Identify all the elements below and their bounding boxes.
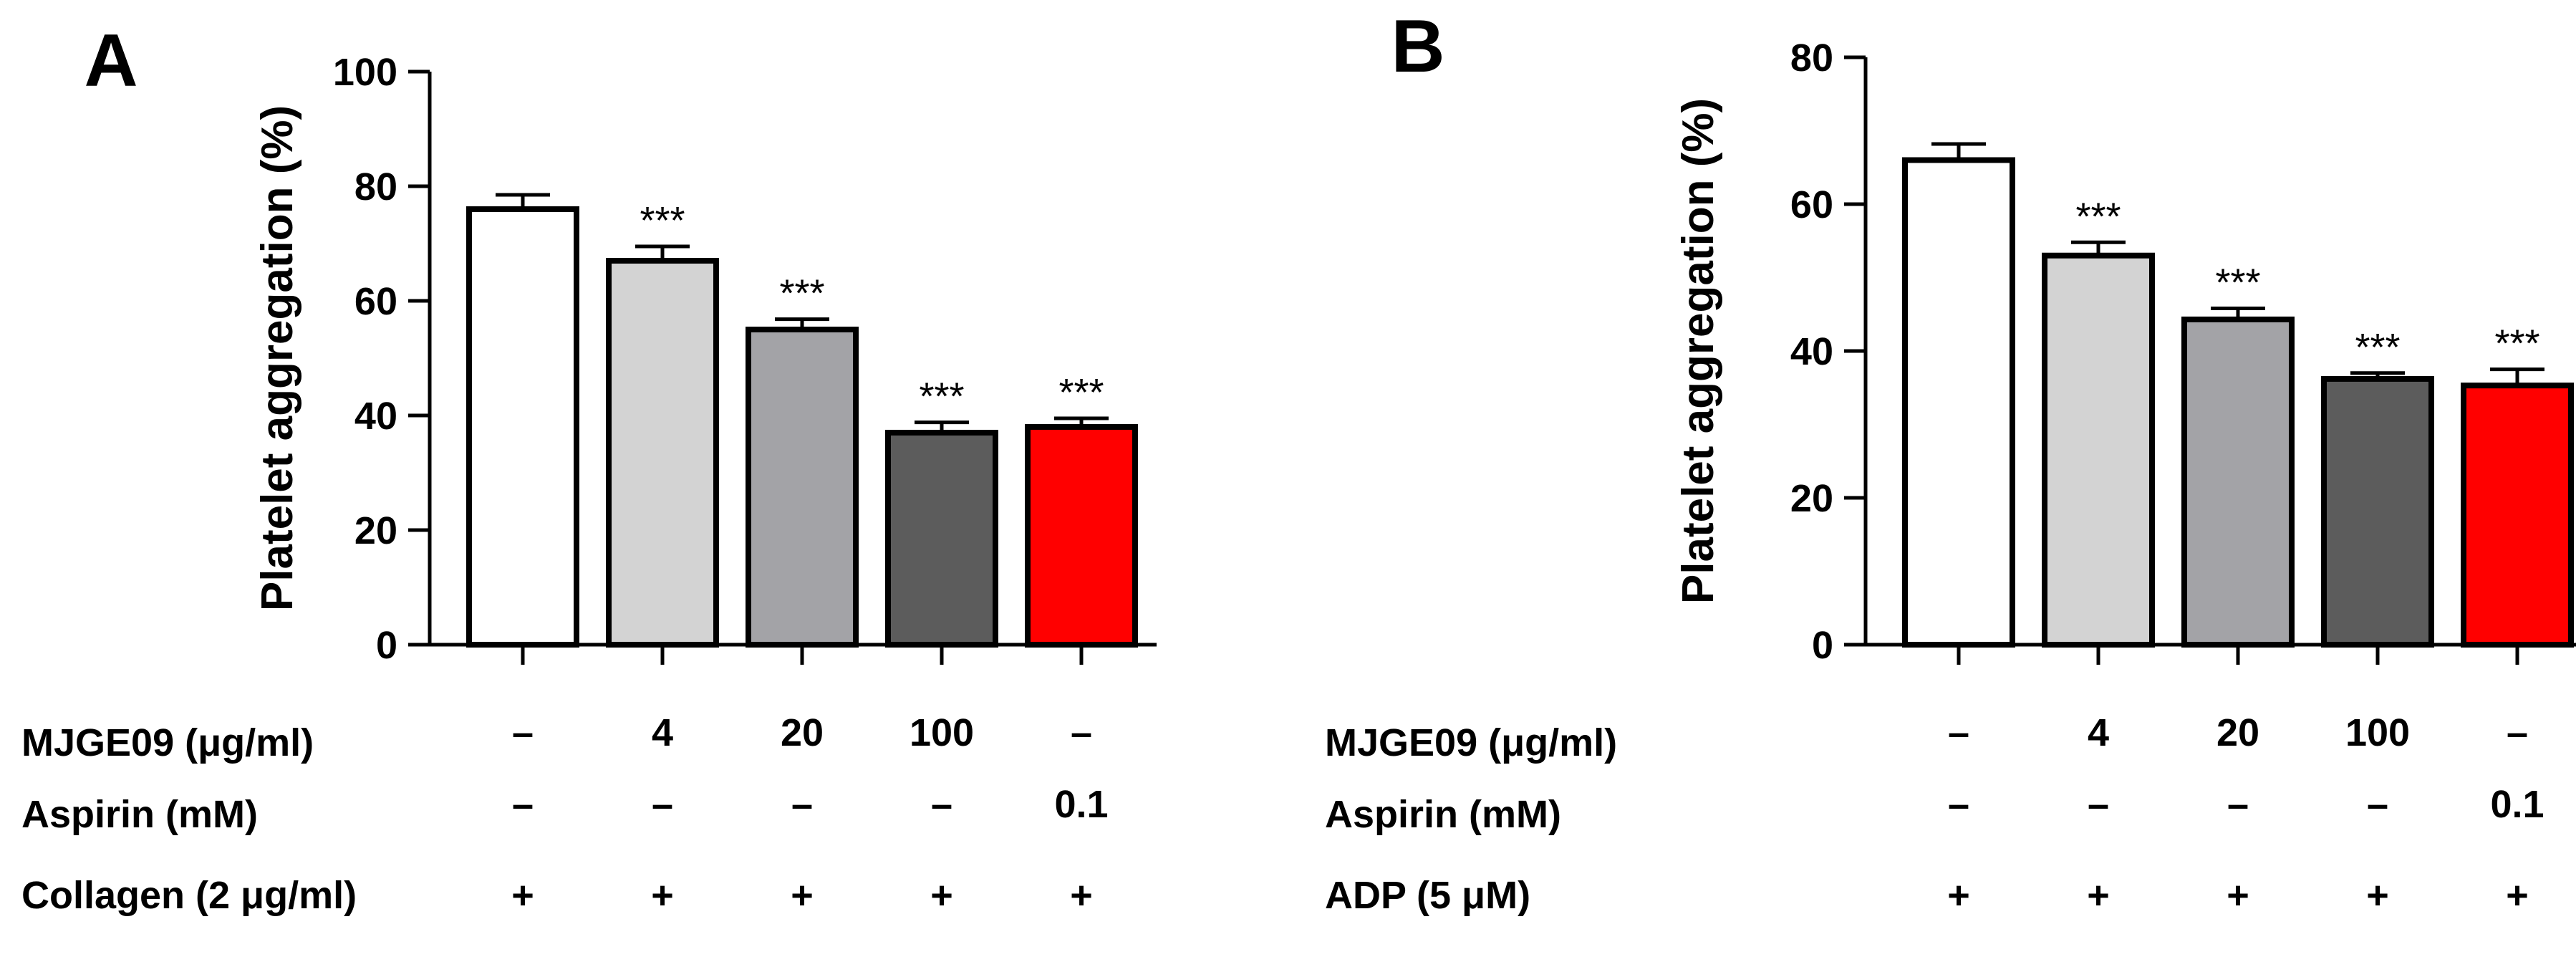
y-tick-label: 40	[354, 395, 397, 438]
y-tick-label: 0	[376, 624, 397, 667]
y-axis-label: Platelet aggregation (%)	[1674, 98, 1723, 604]
condition-value: +	[1947, 874, 1970, 917]
condition-label: MJGE09 (μg/ml)	[21, 721, 314, 764]
panel-letter: A	[84, 19, 138, 102]
y-tick-label: 80	[354, 165, 397, 208]
significance-label: ***	[1058, 371, 1104, 414]
condition-value: –	[2088, 783, 2109, 826]
condition-value: –	[1948, 783, 1969, 826]
condition-label: ADP (5 μM)	[1325, 874, 1530, 917]
bar	[606, 258, 719, 648]
condition-label: MJGE09 (μg/ml)	[1325, 721, 1617, 764]
panel-a: A 0 20 40 60 80 100 Platelet aggregation (%) ***…	[21, 19, 1157, 917]
condition-value: 4	[2088, 711, 2109, 754]
condition-value: 100	[2345, 711, 2410, 754]
condition-label: Aspirin (mM)	[1325, 793, 1561, 836]
bar	[2042, 252, 2155, 648]
condition-value: –	[1948, 711, 1969, 754]
bar	[466, 206, 579, 648]
bar	[746, 327, 859, 648]
condition-value: –	[512, 783, 534, 826]
condition-value: –	[2227, 783, 2249, 826]
significance-label: ***	[2494, 322, 2539, 365]
y-tick-label: 60	[1790, 183, 1833, 226]
significance-label: ***	[919, 375, 964, 418]
condition-value: –	[791, 783, 813, 826]
condition-value: 100	[910, 711, 974, 754]
bar	[2181, 316, 2295, 648]
significance-label: ***	[640, 199, 685, 242]
significance-label: ***	[2215, 261, 2260, 304]
condition-value: +	[2227, 874, 2249, 917]
condition-value: 4	[652, 711, 673, 754]
condition-value: +	[651, 874, 674, 917]
bar	[1902, 157, 2015, 648]
condition-value: 20	[2216, 711, 2259, 754]
y-tick-label: 60	[354, 280, 397, 323]
condition-value: 0.1	[1054, 783, 1108, 826]
condition-value: 20	[781, 711, 824, 754]
y-tick-label: 80	[1790, 37, 1833, 80]
panel-b: B 0 20 40 60 80 Platelet aggregation (%) *** ***…	[1325, 5, 2576, 917]
condition-value: –	[512, 711, 534, 754]
bar	[885, 430, 998, 648]
condition-label: Collagen (2 μg/ml)	[21, 874, 357, 917]
significance-label: ***	[779, 272, 824, 315]
bar	[2321, 375, 2434, 648]
condition-value: +	[2366, 874, 2389, 917]
y-axis-label: Platelet aggregation (%)	[253, 105, 302, 611]
condition-label: Aspirin (mM)	[21, 793, 258, 836]
y-tick-label: 100	[333, 51, 397, 94]
condition-value: +	[2506, 874, 2529, 917]
condition-value: 0.1	[2490, 783, 2544, 826]
bar	[1025, 424, 1138, 648]
y-tick-label: 40	[1790, 330, 1833, 373]
condition-value: +	[511, 874, 534, 917]
condition-value: +	[791, 874, 814, 917]
bar	[2461, 383, 2574, 648]
y-tick-label: 20	[354, 509, 397, 552]
y-tick-label: 0	[1812, 624, 1833, 667]
condition-value: +	[1070, 874, 1093, 917]
condition-value: +	[2087, 874, 2110, 917]
panel-letter: B	[1391, 5, 1444, 88]
condition-value: –	[2507, 711, 2528, 754]
y-tick-label: 20	[1790, 477, 1833, 520]
condition-value: –	[2367, 783, 2388, 826]
condition-value: –	[1071, 711, 1092, 754]
condition-value: –	[931, 783, 952, 826]
significance-label: ***	[2075, 195, 2121, 238]
condition-value: –	[652, 783, 673, 826]
significance-label: ***	[2355, 326, 2400, 369]
condition-value: +	[930, 874, 953, 917]
